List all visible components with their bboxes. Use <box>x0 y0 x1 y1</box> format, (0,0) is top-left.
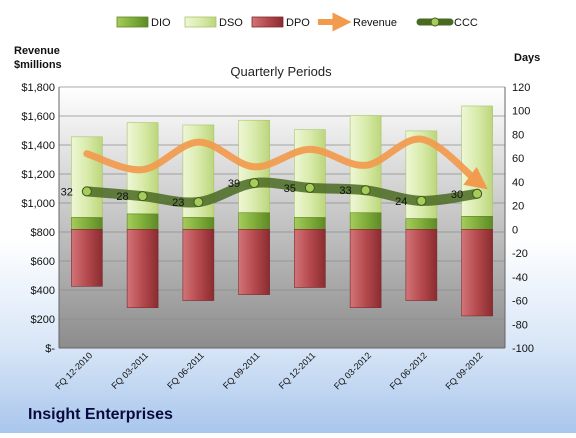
x-tick-label: FQ 12-2010 <box>53 350 94 391</box>
plot-area <box>59 87 505 348</box>
right-tick-label: 80 <box>512 129 524 141</box>
right-tick-label: 100 <box>512 106 530 118</box>
left-tick-label: $600 <box>31 256 55 268</box>
legend-label: DSO <box>219 17 243 29</box>
ccc-marker <box>416 195 427 206</box>
right-tick-label: -100 <box>512 343 534 355</box>
right-tick-label: -60 <box>512 296 528 308</box>
left-axis-label-line: Revenue <box>14 45 60 57</box>
ccc-marker <box>193 197 204 208</box>
dso-bar <box>294 129 326 218</box>
left-tick-label: $400 <box>31 285 55 297</box>
company-name: Insight Enterprises <box>28 406 173 423</box>
dpo-bar <box>405 229 438 301</box>
legend-item-dpo: DPO <box>251 16 310 29</box>
revenue-line <box>83 135 488 190</box>
right-tick-label: 120 <box>512 82 530 94</box>
dio-bar <box>126 213 159 230</box>
right-tick-label: 40 <box>512 177 524 189</box>
dio-bar <box>182 217 215 230</box>
right-tick-label: 60 <box>512 153 524 165</box>
dio-bar <box>238 212 270 230</box>
x-tick-label: FQ 03-2012 <box>332 350 373 391</box>
dio-bar <box>71 217 103 230</box>
x-tick-label: FQ 06-2012 <box>388 350 429 391</box>
ccc-data-label: 30 <box>451 189 463 201</box>
dpo-bar <box>349 229 382 308</box>
ccc-marker <box>304 182 315 193</box>
legend-swatch <box>251 16 284 28</box>
legend-label: Revenue <box>353 17 397 29</box>
ccc-data-label: 39 <box>228 178 240 190</box>
legend: DIO DSO DPO Revenue CCC <box>116 12 478 32</box>
dio-bar <box>461 216 493 230</box>
ccc-data-label: 23 <box>172 197 184 209</box>
left-tick-label: $- <box>45 343 55 355</box>
ccc-marker <box>249 178 260 189</box>
right-tick-label: 20 <box>512 201 524 213</box>
left-tick-label: $200 <box>31 314 55 326</box>
legend-label: CCC <box>454 17 478 29</box>
right-tick-label: -40 <box>512 272 528 284</box>
dpo-bar <box>294 229 326 288</box>
ccc-marker <box>81 186 92 197</box>
left-tick-label: $1,600 <box>21 111 55 123</box>
x-tick-label: FQ 09-2011 <box>221 350 262 391</box>
dso-bar <box>71 136 103 218</box>
left-axis-label-line: $millions <box>14 59 62 71</box>
legend-item-dso: DSO <box>184 16 243 29</box>
legend-item-revenue: Revenue <box>318 12 397 32</box>
left-tick-label: $1,200 <box>21 169 55 181</box>
legend-item-dio: DIO <box>116 16 171 29</box>
x-tick-label: FQ 06-2011 <box>165 350 206 391</box>
dpo-bar <box>238 229 270 295</box>
right-axis-label: Days <box>514 52 540 64</box>
ccc-marker <box>472 188 483 199</box>
x-tick-label: FQ 12-2011 <box>277 350 318 391</box>
right-tick-label: -20 <box>512 248 528 260</box>
legend-item-ccc: CCC <box>416 17 478 29</box>
right-tick-label: -80 <box>512 319 528 331</box>
dpo-bar <box>461 229 493 317</box>
dpo-bar <box>71 229 103 287</box>
legend-label: DIO <box>151 17 171 29</box>
dpo-bar <box>126 229 159 308</box>
ccc-data-label: 24 <box>395 196 407 208</box>
left-axis-label: Revenue $millions <box>14 45 62 71</box>
left-tick-label: $1,800 <box>21 82 55 94</box>
legend-marker <box>430 17 440 27</box>
dio-bar <box>349 212 382 230</box>
legend-swatch <box>184 16 217 28</box>
ccc-marker <box>360 185 371 196</box>
left-tick-label: $1,000 <box>21 198 55 210</box>
legend-label: DPO <box>286 17 310 29</box>
dpo-bar <box>182 229 215 301</box>
line-marks: 32 28 23 39 35 33 24 30 <box>61 135 488 209</box>
right-tick-label: 0 <box>512 224 518 236</box>
ccc-data-label: 28 <box>116 191 128 203</box>
chart-title: Quarterly Periods <box>230 64 332 79</box>
left-tick-label: $800 <box>31 227 55 239</box>
x-tick-label: FQ 03-2011 <box>109 350 150 391</box>
ccc-data-label: 33 <box>339 185 351 197</box>
dio-bar <box>405 218 438 230</box>
legend-swatch <box>116 16 149 28</box>
x-tick-label: FQ 09-2012 <box>444 350 485 391</box>
ccc-data-label: 35 <box>284 183 296 195</box>
ccc-marker <box>137 191 148 202</box>
ccc-data-label: 32 <box>61 186 73 198</box>
left-tick-label: $1,400 <box>21 140 55 152</box>
dio-bar <box>294 217 326 230</box>
